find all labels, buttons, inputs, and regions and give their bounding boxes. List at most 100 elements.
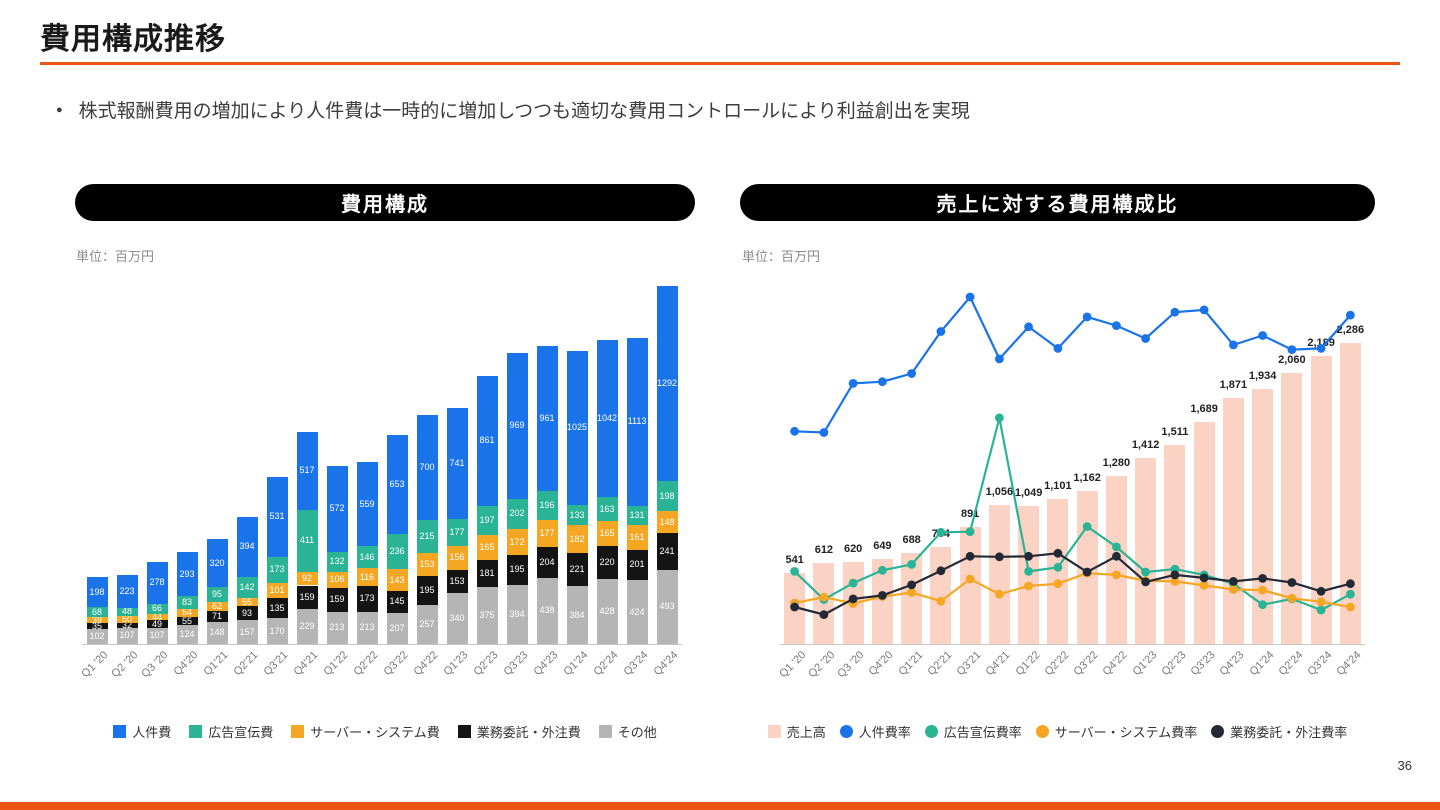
stack-segment-advertising: 95 bbox=[206, 587, 228, 602]
x-axis-label: Q1'24 bbox=[1247, 649, 1277, 679]
revenue-bar bbox=[871, 558, 893, 644]
stack-segment-outsourcing: 195 bbox=[506, 555, 528, 585]
stack-segment-advertising: 133 bbox=[566, 505, 588, 526]
cost-structure-header: 費用構成 bbox=[75, 184, 695, 221]
stack-segment-outsourcing: 159 bbox=[296, 585, 318, 610]
x-axis-label: Q2'21 bbox=[231, 649, 261, 679]
server-rate-swatch-icon bbox=[1035, 725, 1049, 738]
stack-segment-outsourcing: 220 bbox=[596, 546, 618, 580]
bullet-icon: ● bbox=[56, 103, 63, 116]
stack-segment-server: 116 bbox=[356, 568, 378, 586]
x-axis-label: Q1'21 bbox=[201, 649, 231, 679]
stack-segment-other: 424 bbox=[626, 580, 648, 644]
segment-value-label: 213 bbox=[329, 622, 345, 633]
revenue-value-label: 1,412 bbox=[1131, 439, 1160, 452]
stack-segment-personnel: 861 bbox=[476, 375, 498, 506]
segment-value-label: 102 bbox=[89, 630, 105, 641]
stack-segment-personnel: 394 bbox=[236, 517, 258, 577]
legend-item-personnel: 人件費 bbox=[113, 722, 171, 741]
segment-value-label: 1042 bbox=[596, 412, 618, 423]
revenue-swatch-icon bbox=[767, 725, 781, 738]
segment-value-label: 493 bbox=[659, 601, 675, 612]
x-axis-label: Q2'23 bbox=[471, 649, 501, 679]
line-point-personnel-rate bbox=[995, 354, 1004, 364]
stack-segment-outsourcing: 153 bbox=[446, 569, 468, 593]
stack-segment-other: 207 bbox=[386, 612, 408, 644]
stack-segment-advertising: 411 bbox=[296, 509, 318, 572]
stack-segment-outsourcing: 32 bbox=[116, 619, 138, 630]
revenue-bar bbox=[1105, 475, 1127, 644]
segment-value-label: 213 bbox=[359, 622, 375, 633]
segment-value-label: 107 bbox=[149, 630, 165, 641]
x-axis-label: Q4'23 bbox=[1217, 649, 1247, 679]
line-point-personnel-rate bbox=[1112, 321, 1121, 330]
segment-value-label: 107 bbox=[119, 630, 135, 641]
stack-segment-personnel: 741 bbox=[446, 407, 468, 520]
segment-value-label: 201 bbox=[629, 559, 645, 570]
x-axis-label: Q3'23 bbox=[501, 649, 531, 679]
stack-segment-other: 493 bbox=[656, 569, 678, 644]
stack-segment-server: 153 bbox=[416, 552, 438, 576]
revenue-bar bbox=[813, 563, 835, 644]
server-swatch-icon bbox=[291, 725, 305, 738]
x-axis-label: Q2 '20 bbox=[109, 649, 141, 681]
x-axis-label: Q2'24 bbox=[591, 649, 621, 679]
stack-segment-server: 92 bbox=[296, 571, 318, 586]
segment-value-label: 384 bbox=[569, 609, 585, 620]
segment-value-label: 173 bbox=[359, 593, 375, 604]
legend-label: 広告宣伝費 bbox=[208, 725, 274, 740]
segment-value-label: 198 bbox=[659, 490, 675, 501]
x-axis-label: Q1'21 bbox=[896, 649, 926, 679]
cost-ratio-x-axis: Q1 '20 Q2 '20 Q3 '20 Q4'20 Q1'21 Q2'21 Q3'21 Q4… bbox=[777, 649, 1365, 709]
stack-segment-personnel: 961 bbox=[536, 345, 558, 491]
stack-segment-server: 143 bbox=[386, 569, 408, 591]
segment-value-label: 35 bbox=[91, 620, 102, 631]
revenue-bar bbox=[1076, 491, 1098, 644]
x-axis-label: Q2'21 bbox=[925, 649, 955, 679]
segment-value-label: 241 bbox=[659, 545, 675, 556]
line-point-personnel-rate bbox=[965, 292, 975, 302]
page-title: 費用構成推移 bbox=[40, 23, 226, 56]
stack-segment-personnel: 531 bbox=[266, 476, 288, 557]
line-point-advertising-rate bbox=[995, 413, 1004, 423]
segment-value-label: 32 bbox=[121, 619, 132, 630]
revenue-value-label: 541 bbox=[785, 553, 804, 566]
segment-value-label: 861 bbox=[479, 435, 495, 446]
segment-value-label: 135 bbox=[269, 602, 285, 613]
legend-label: 広告宣伝費率 bbox=[943, 725, 1022, 740]
legend-item-outsourcing-rate: 業務委託・外注費率 bbox=[1211, 722, 1347, 741]
x-axis-label: Q4'22 bbox=[411, 649, 441, 679]
legend-label: 売上高 bbox=[786, 725, 826, 740]
revenue-value-label: 688 bbox=[902, 534, 921, 547]
x-axis-label: Q3'21 bbox=[261, 649, 291, 679]
segment-value-label: 375 bbox=[479, 610, 495, 621]
stack-segment-personnel: 1042 bbox=[596, 339, 618, 497]
segment-value-label: 195 bbox=[419, 585, 435, 596]
segment-value-label: 1025 bbox=[566, 422, 588, 433]
stack-segment-server: 106 bbox=[326, 571, 348, 588]
stack-segment-other: 157 bbox=[236, 620, 258, 644]
x-axis-label: Q3 '20 bbox=[835, 649, 867, 681]
revenue-bar bbox=[930, 547, 952, 644]
legend-label: 業務委託・外注費率 bbox=[1230, 725, 1348, 740]
legend-label: サーバー・システム費 bbox=[310, 725, 440, 740]
line-point-personnel-rate bbox=[1053, 344, 1063, 353]
x-axis-label: Q2'24 bbox=[1276, 649, 1306, 679]
personnel-swatch-icon bbox=[113, 725, 127, 738]
stack-segment-personnel: 278 bbox=[146, 561, 168, 604]
segment-value-label: 148 bbox=[209, 627, 225, 638]
revenue-bar bbox=[959, 526, 981, 644]
stack-segment-personnel: 969 bbox=[506, 352, 528, 499]
stack-segment-personnel: 1292 bbox=[656, 286, 678, 482]
segment-value-label: 49 bbox=[151, 618, 162, 629]
line-point-personnel-rate bbox=[848, 379, 858, 388]
segment-value-label: 411 bbox=[299, 535, 315, 546]
line-point-personnel-rate bbox=[1287, 345, 1297, 354]
segment-value-label: 229 bbox=[299, 621, 315, 632]
outsourcing-rate-swatch-icon bbox=[1211, 725, 1225, 738]
stack-segment-outsourcing: 195 bbox=[416, 575, 438, 606]
stack-segment-personnel: 198 bbox=[86, 577, 108, 608]
cost-structure-legend: 人件費 広告宣伝費 サーバー・システム費 業務委託・外注費 その他 bbox=[75, 722, 695, 741]
stack-segment-advertising: 68 bbox=[86, 607, 108, 618]
stack-segment-other: 394 bbox=[506, 584, 528, 644]
